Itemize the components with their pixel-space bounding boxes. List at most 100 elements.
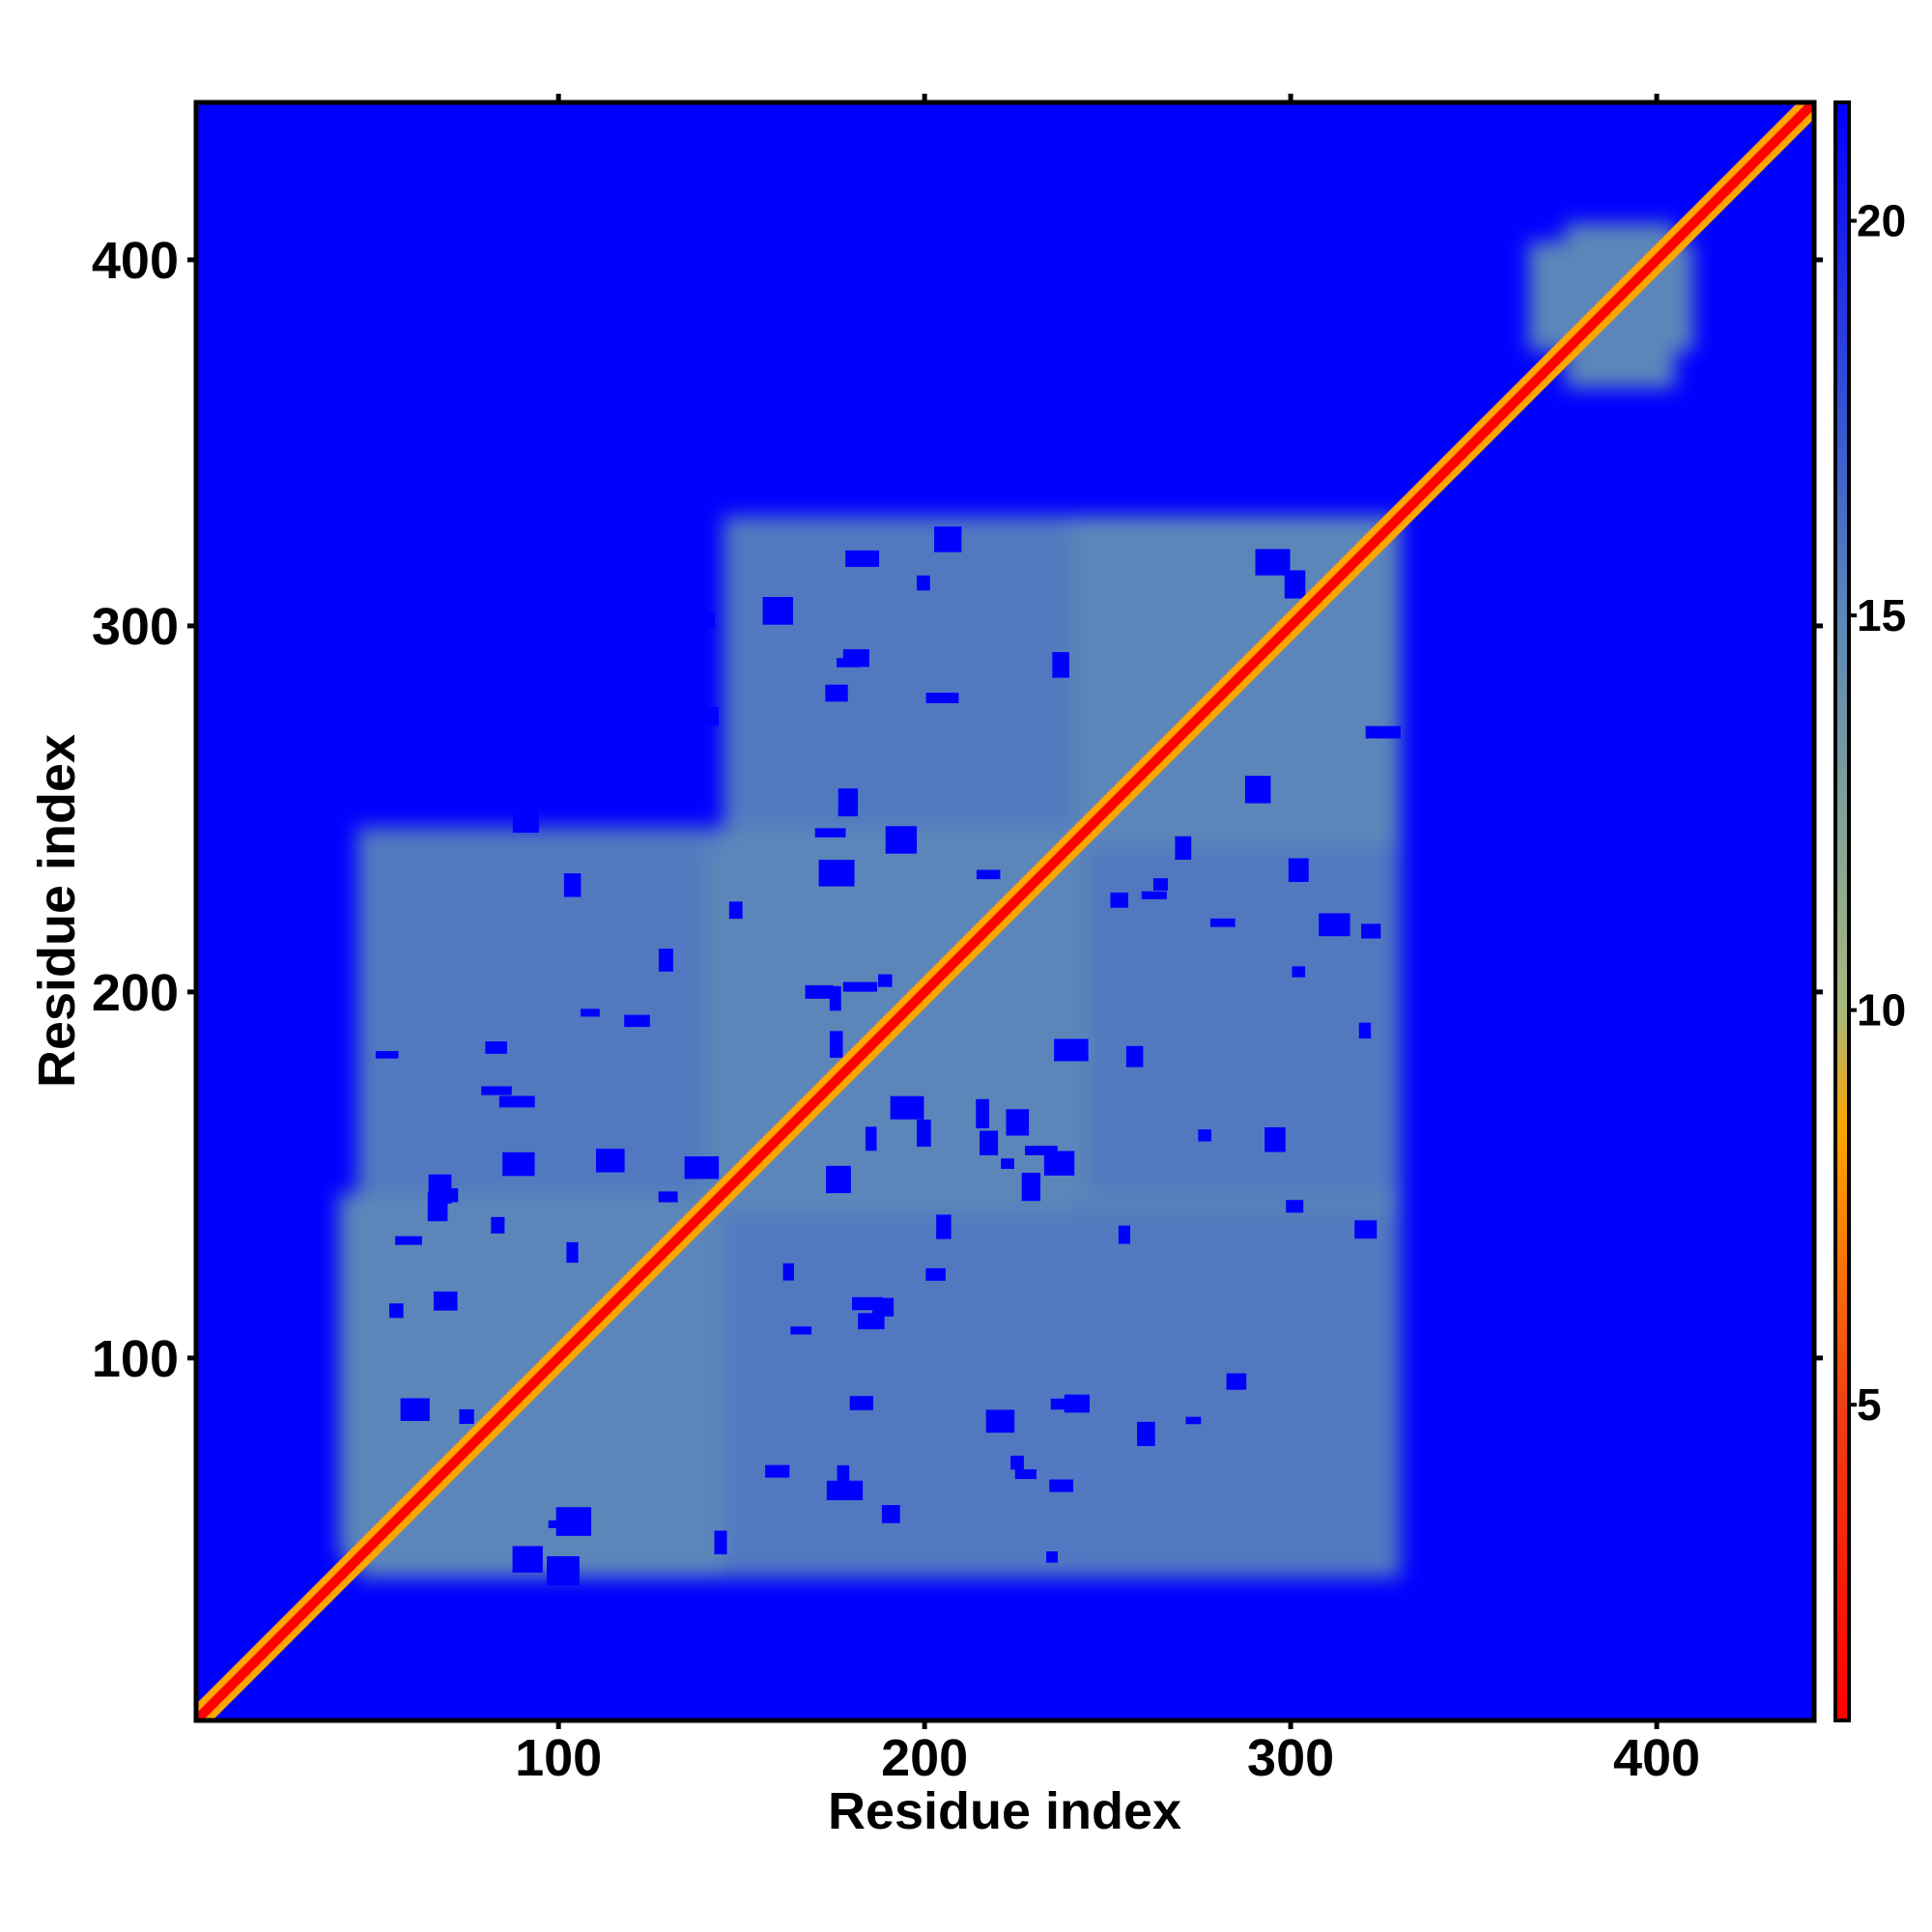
contact-gap <box>917 575 930 591</box>
contact-gap <box>1006 1109 1030 1136</box>
contact-gap <box>658 948 673 972</box>
contact-gap <box>1050 1398 1080 1410</box>
contact-gap <box>566 1241 579 1264</box>
contact-gap <box>826 1480 864 1501</box>
x-tick-label: 300 <box>1247 1729 1334 1787</box>
contact-gap <box>512 1546 543 1573</box>
contact-gap <box>503 731 538 746</box>
contact-gap <box>1365 725 1401 739</box>
plot-frame <box>193 99 1817 1723</box>
contact-gap <box>1125 1045 1144 1067</box>
contact-gap <box>865 1126 877 1151</box>
contact-gap <box>379 538 407 552</box>
contact-gap <box>684 1156 720 1179</box>
colorbar-tick-label: 10 <box>1857 985 1906 1036</box>
contact-gap <box>427 1192 448 1222</box>
contact-gap <box>1361 923 1381 939</box>
colorbar-tick-label: 15 <box>1857 590 1906 640</box>
contact-gap <box>658 1191 678 1203</box>
contact-gap <box>1021 1172 1041 1202</box>
contact-gap <box>677 517 689 526</box>
contact-gap <box>1226 1373 1247 1390</box>
contact-gap <box>985 1409 1015 1434</box>
contact-gap <box>837 658 860 668</box>
contact-gap <box>762 596 793 625</box>
contact-gap <box>1001 1158 1014 1170</box>
colorbar-gradient <box>1833 100 1851 1722</box>
contact-gap <box>825 684 848 702</box>
diagonal-line <box>196 102 1814 1720</box>
contact-gap <box>502 1151 535 1177</box>
contact-gap <box>1175 836 1192 860</box>
contact-gap <box>1288 858 1309 882</box>
contact-gap <box>714 1530 727 1555</box>
contact-gap <box>917 1119 931 1148</box>
contact-gap <box>621 569 639 593</box>
contact-gap <box>1049 1479 1073 1492</box>
contact-gap <box>842 981 878 992</box>
x-axis-title: Residue index <box>828 1782 1181 1840</box>
contact-gap <box>826 1165 851 1194</box>
colorbar-tick-label: 5 <box>1857 1379 1882 1430</box>
contact-gap <box>805 984 834 999</box>
contact-gap <box>457 592 474 620</box>
contact-gap <box>728 901 743 920</box>
y-tick-label: 100 <box>92 1330 179 1388</box>
contact-gap <box>547 1556 580 1586</box>
contact-gap <box>881 1505 900 1523</box>
contact-gap <box>849 1396 873 1410</box>
contact-gap <box>790 1326 812 1335</box>
contact-gap <box>481 1086 512 1095</box>
contact-gap <box>1198 1129 1212 1142</box>
contact-gap <box>550 530 573 544</box>
contact-gap <box>829 985 841 1011</box>
contact-gap <box>925 693 959 703</box>
y-axis-title: Residue index <box>28 734 86 1088</box>
contact-gap <box>459 1408 474 1424</box>
contact-gap <box>1052 652 1069 678</box>
x-tick-label: 200 <box>881 1729 968 1787</box>
contact-gap <box>976 869 1001 880</box>
contact-gap <box>595 1149 625 1173</box>
colorbar-tick-label: 20 <box>1857 196 1906 246</box>
contact-gap <box>375 1051 399 1059</box>
contact-gap <box>1354 1220 1378 1239</box>
colorbar: 5 10 15 20 <box>1833 100 1906 1722</box>
contact-gap <box>388 1303 404 1319</box>
contact-gap <box>1209 918 1236 927</box>
contact-gap <box>491 1216 505 1234</box>
contact-gap <box>505 799 539 808</box>
contact-gap <box>890 1095 924 1120</box>
contact-gap <box>976 1098 990 1129</box>
contact-gap <box>395 1236 422 1245</box>
contact-gap <box>1025 1146 1058 1155</box>
y-tick-label: 200 <box>92 964 179 1022</box>
x-axis-ticks: 100 200 300 400 <box>515 94 1700 1787</box>
contact-gap <box>1264 1126 1286 1152</box>
contact-gap <box>1046 1550 1058 1563</box>
contact-gap <box>936 1214 952 1239</box>
contact-gap <box>1319 913 1350 937</box>
contact-gap <box>1255 549 1291 576</box>
contact-gap <box>624 1014 650 1028</box>
contact-gap <box>512 804 539 833</box>
contact-gap <box>934 526 962 553</box>
y-tick-label: 300 <box>92 598 179 656</box>
contact-gap <box>548 1520 562 1528</box>
contact-gap <box>648 561 661 578</box>
contact-gap <box>433 1291 458 1311</box>
contact-gap <box>837 1464 850 1482</box>
contact-gap <box>818 860 855 887</box>
contact-gap <box>1110 892 1128 908</box>
contact-gap <box>1284 570 1306 599</box>
contact-gap <box>550 728 576 750</box>
contact-gap <box>696 706 719 726</box>
contact-gap <box>1141 891 1167 899</box>
contact-gap <box>829 1031 843 1058</box>
contact-gap <box>400 1398 430 1421</box>
contact-gap <box>1244 776 1271 804</box>
contact-gap <box>878 974 893 987</box>
contact-gap <box>851 1296 884 1311</box>
contact-gap <box>845 550 880 567</box>
